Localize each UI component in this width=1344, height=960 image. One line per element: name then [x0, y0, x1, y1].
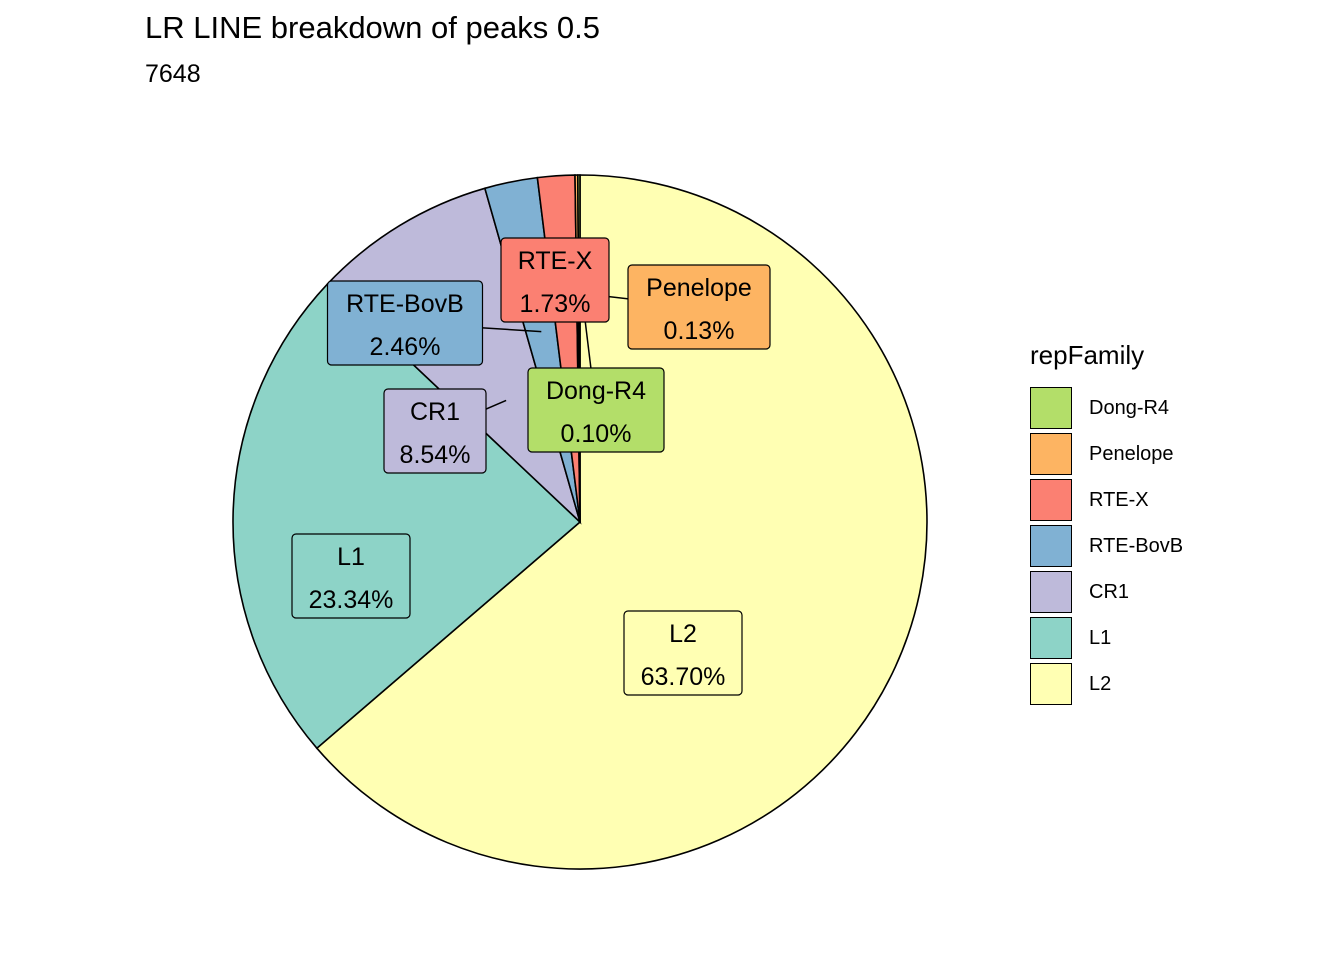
slice-label-percent: 0.13%	[664, 317, 735, 345]
legend-item-cr1: CR1	[1030, 569, 1183, 615]
slice-label-name: L2	[669, 620, 697, 648]
pie-slice-l1	[232, 282, 582, 750]
legend-swatch	[1030, 479, 1072, 521]
slice-label-box	[627, 264, 771, 350]
slice-label-rte-x: RTE-X 1.73%	[500, 237, 610, 323]
legend-item-l1: L1	[1030, 615, 1183, 661]
legend-swatch	[1030, 387, 1072, 429]
chart-title: LR LINE breakdown of peaks 0.5	[145, 10, 600, 45]
slice-label-name: Penelope	[646, 274, 752, 302]
slice-label-box	[527, 367, 665, 453]
legend-item-dong-r4: Dong-R4	[1030, 385, 1183, 431]
legend-swatch	[1030, 571, 1072, 613]
slice-label-name: CR1	[410, 398, 460, 426]
slice-label-box	[623, 610, 743, 696]
legend-label: Dong-R4	[1089, 396, 1170, 419]
slice-label-box	[500, 237, 610, 323]
legend-label: Penelope	[1089, 442, 1174, 465]
slice-label-dong-r4: Dong-R4 0.10%	[527, 367, 665, 453]
slice-label-percent: 2.46%	[370, 333, 441, 361]
slice-label-box	[326, 280, 484, 366]
legend-swatch	[1030, 617, 1072, 659]
legend-label: RTE-BovB	[1089, 534, 1184, 557]
slice-label-rte-bovb: RTE-BovB 2.46%	[326, 280, 484, 366]
slice-label-l2: L2 63.70%	[623, 610, 743, 696]
legend-label: L1	[1089, 626, 1112, 649]
chart-subtitle: 7648	[145, 60, 201, 88]
slice-label-box	[383, 388, 487, 474]
slice-label-percent: 23.34%	[309, 586, 394, 614]
pie-slice-l2	[315, 174, 928, 870]
legend-title: repFamily	[1030, 340, 1145, 370]
legend-item-l2: L2	[1030, 661, 1183, 707]
slice-label-l1: L1 23.34%	[291, 533, 411, 619]
slice-label-name: L1	[337, 543, 365, 571]
legend-entries: Dong-R4 Penelope RTE-X RTE-BovB CR1 L1 L2	[1030, 385, 1183, 707]
legend-swatch	[1030, 525, 1072, 567]
slice-label-name: Dong-R4	[546, 377, 646, 405]
slice-label-cr1: CR1 8.54%	[383, 388, 487, 474]
slice-label-name: RTE-X	[518, 247, 593, 275]
slice-label-penelope: Penelope 0.13%	[627, 264, 771, 350]
legend-item-rte-x: RTE-X	[1030, 477, 1183, 523]
legend-label: L2	[1089, 672, 1112, 695]
legend-item-penelope: Penelope	[1030, 431, 1183, 477]
slice-label-percent: 63.70%	[641, 663, 726, 691]
slice-label-percent: 8.54%	[400, 441, 471, 469]
slice-labels: L263.70%L123.34%CR18.54%RTE-BovB2.46%RTE…	[291, 237, 771, 696]
slice-label-name: RTE-BovB	[346, 290, 464, 318]
legend-item-rte-bovb: RTE-BovB	[1030, 523, 1183, 569]
slice-label-percent: 1.73%	[520, 290, 591, 318]
legend-label: RTE-X	[1089, 488, 1149, 511]
slice-label-box	[291, 533, 411, 619]
legend-swatch	[1030, 433, 1072, 475]
legend: repFamily Dong-R4 Penelope RTE-X RTE-BovB CR…	[1030, 340, 1183, 707]
legend-swatch	[1030, 663, 1072, 705]
slice-label-percent: 0.10%	[561, 420, 632, 448]
legend-label: CR1	[1089, 580, 1130, 603]
